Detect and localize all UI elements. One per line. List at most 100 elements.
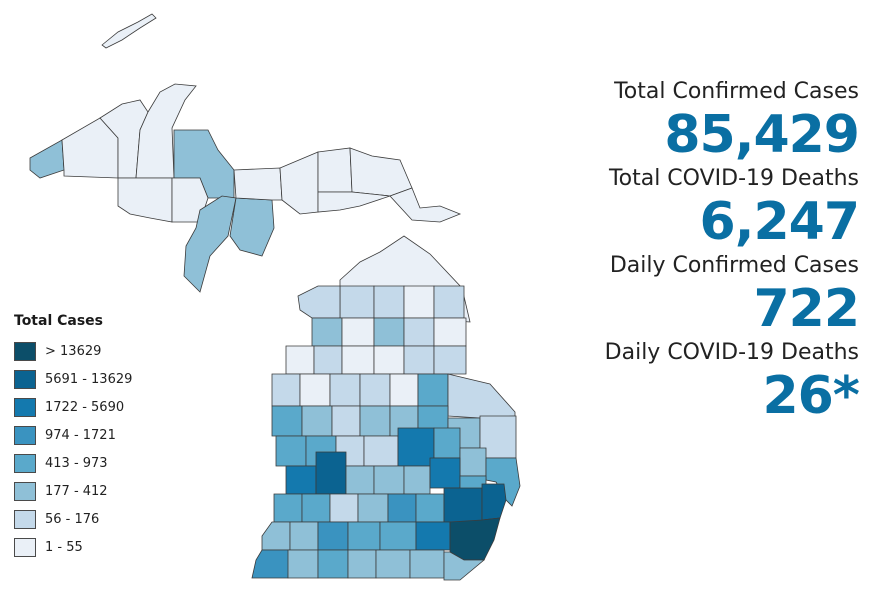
county bbox=[229, 197, 275, 257]
county bbox=[301, 405, 333, 437]
county bbox=[275, 435, 307, 467]
county bbox=[349, 147, 413, 197]
legend-item: 5691 - 13629 bbox=[14, 365, 184, 393]
county bbox=[433, 345, 467, 375]
county bbox=[29, 139, 65, 179]
county bbox=[387, 493, 417, 523]
county bbox=[459, 447, 487, 477]
county bbox=[311, 317, 343, 347]
county bbox=[317, 549, 349, 579]
county bbox=[315, 451, 347, 495]
legend-label: > 13629 bbox=[45, 343, 102, 359]
county bbox=[299, 373, 331, 407]
county bbox=[415, 493, 445, 523]
legend-item: 1722 - 5690 bbox=[14, 393, 184, 421]
legend-swatch bbox=[14, 341, 36, 361]
legend-label: 5691 - 13629 bbox=[45, 371, 133, 387]
daily-deaths-label: Daily COVID-19 Deaths bbox=[604, 340, 859, 365]
stats-panel: Total Confirmed Cases 85,429 Total COVID… bbox=[599, 78, 860, 426]
county bbox=[285, 345, 315, 375]
legend-item: 1 - 55 bbox=[14, 533, 184, 561]
county bbox=[443, 487, 483, 523]
daily-deaths-value: 26* bbox=[762, 366, 860, 426]
county bbox=[417, 373, 449, 407]
county bbox=[415, 521, 451, 551]
legend-label: 177 - 412 bbox=[45, 483, 108, 499]
legend-swatch bbox=[14, 369, 36, 389]
county bbox=[373, 317, 405, 347]
map-legend: Total Cases > 13629 5691 - 13629 1722 - … bbox=[14, 313, 184, 561]
county bbox=[363, 435, 399, 467]
legend-swatch bbox=[14, 397, 36, 417]
legend-label: 56 - 176 bbox=[45, 511, 100, 527]
county bbox=[389, 373, 419, 407]
county bbox=[317, 521, 349, 551]
county bbox=[485, 457, 521, 507]
county bbox=[433, 285, 465, 319]
county bbox=[287, 549, 319, 579]
county bbox=[347, 549, 377, 579]
county bbox=[429, 457, 461, 489]
county bbox=[331, 405, 361, 437]
county bbox=[135, 83, 197, 179]
county bbox=[289, 521, 319, 551]
county bbox=[341, 345, 375, 375]
county bbox=[449, 517, 501, 561]
county bbox=[347, 521, 381, 551]
county bbox=[373, 345, 405, 375]
legend-item: 56 - 176 bbox=[14, 505, 184, 533]
county bbox=[447, 373, 516, 419]
county bbox=[301, 493, 331, 523]
isle-royale bbox=[101, 13, 157, 49]
county bbox=[373, 285, 405, 319]
county bbox=[271, 373, 301, 407]
county bbox=[403, 285, 435, 319]
county bbox=[397, 427, 435, 467]
daily-confirmed-cases-value: 722 bbox=[753, 279, 860, 339]
legend-swatch bbox=[14, 425, 36, 445]
county bbox=[183, 195, 237, 293]
county bbox=[261, 521, 291, 551]
legend-swatch bbox=[14, 509, 36, 529]
county bbox=[271, 405, 303, 437]
county bbox=[273, 493, 303, 523]
legend-swatch bbox=[14, 537, 36, 557]
county bbox=[481, 483, 507, 521]
county bbox=[297, 285, 341, 319]
county bbox=[317, 191, 391, 213]
county bbox=[117, 177, 173, 223]
county bbox=[409, 549, 445, 579]
county bbox=[403, 345, 435, 375]
county bbox=[341, 317, 375, 347]
daily-confirmed-cases-label: Daily Confirmed Cases bbox=[609, 253, 859, 278]
county bbox=[433, 317, 467, 347]
county bbox=[251, 549, 291, 579]
county bbox=[389, 187, 462, 223]
county bbox=[313, 345, 343, 375]
total-deaths-label: Total COVID-19 Deaths bbox=[608, 166, 859, 191]
legend-label: 1722 - 5690 bbox=[45, 399, 125, 415]
legend-title: Total Cases bbox=[14, 313, 104, 329]
county bbox=[329, 373, 361, 407]
county bbox=[285, 465, 317, 495]
legend-item: 974 - 1721 bbox=[14, 421, 184, 449]
legend-label: 1 - 55 bbox=[45, 539, 83, 555]
county bbox=[379, 521, 417, 551]
legend-label: 974 - 1721 bbox=[45, 427, 116, 443]
legend-item: > 13629 bbox=[14, 337, 184, 365]
county bbox=[345, 465, 375, 495]
county bbox=[317, 147, 353, 193]
county bbox=[433, 427, 461, 459]
county bbox=[279, 151, 319, 215]
county bbox=[403, 317, 435, 347]
total-confirmed-cases-value: 85,429 bbox=[664, 105, 860, 165]
total-confirmed-cases-label: Total Confirmed Cases bbox=[614, 79, 859, 104]
legend-swatch bbox=[14, 481, 36, 501]
county bbox=[403, 465, 431, 495]
legend-item: 177 - 412 bbox=[14, 477, 184, 505]
county bbox=[233, 167, 283, 201]
legend-item: 413 - 973 bbox=[14, 449, 184, 477]
county bbox=[375, 549, 411, 579]
county bbox=[357, 493, 389, 523]
